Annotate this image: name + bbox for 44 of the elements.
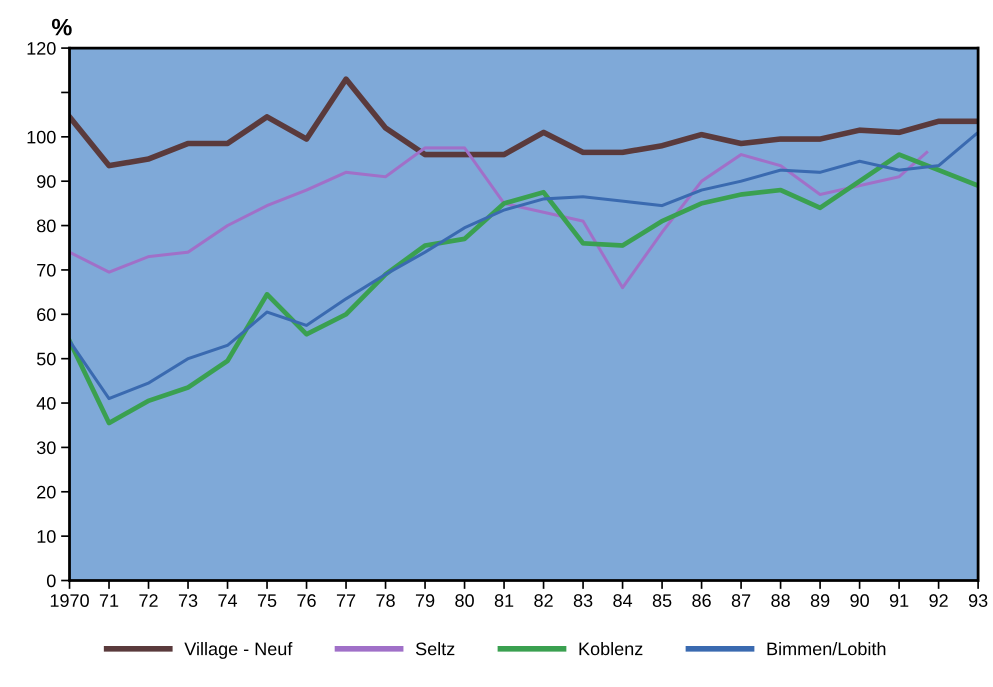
x-tick-label: 76 (297, 594, 316, 607)
x-tick-label: 73 (178, 594, 198, 607)
x-tick-label: 75 (258, 594, 276, 607)
x-tick-label: 87 (732, 594, 750, 607)
y-tick-label: 80 (37, 220, 56, 232)
x-tick-label: 80 (455, 594, 474, 607)
y-tick-label: 70 (37, 264, 56, 277)
x-tick-label: 92 (929, 594, 948, 607)
x-tick-label: 81 (494, 594, 514, 607)
legend-label: Bimmen/Lobith (768, 642, 886, 656)
x-tick-label: 82 (534, 594, 553, 607)
x-tick-label: 85 (652, 594, 672, 607)
y-tick-label: 10 (38, 530, 56, 543)
y-tick-label: 50 (36, 352, 56, 366)
y-tick-label: 0 (46, 574, 56, 588)
line-series (70, 152, 978, 426)
x-tick-label: 88 (771, 594, 790, 607)
line-series (70, 146, 928, 290)
y-tick-label: 30 (36, 441, 56, 454)
x-tick-label: 74 (218, 594, 238, 607)
legend-label: Seltz (416, 642, 454, 656)
line-series (70, 130, 978, 400)
y-tick-label: 90 (37, 175, 56, 188)
x-tick-label: 78 (376, 594, 395, 607)
y-tick-label: 120 (28, 42, 56, 55)
x-tick-label: 1970 (50, 594, 89, 607)
x-tick-label: 91 (890, 594, 908, 607)
x-tick-label: 79 (416, 594, 434, 607)
y-axis-title: % (52, 18, 72, 36)
y-tick-label: 60 (37, 308, 56, 322)
x-tick-label: 90 (850, 594, 869, 607)
x-tick-label: 71 (100, 594, 118, 607)
x-tick-label: 89 (810, 594, 830, 607)
x-tick-label: 93 (968, 594, 988, 607)
x-tick-label: 86 (692, 594, 711, 607)
x-tick-label: 83 (574, 594, 592, 607)
legend-label: Koblenz (580, 642, 642, 656)
y-tick-label: 40 (36, 396, 56, 410)
y-tick-label: 100 (28, 130, 56, 144)
y-tick-label: 20 (37, 486, 56, 498)
x-tick-label: 77 (336, 594, 356, 607)
x-tick-label: 84 (613, 594, 632, 607)
x-tick-label: 72 (139, 594, 158, 607)
legend-label: Village - Neuf (184, 642, 292, 659)
